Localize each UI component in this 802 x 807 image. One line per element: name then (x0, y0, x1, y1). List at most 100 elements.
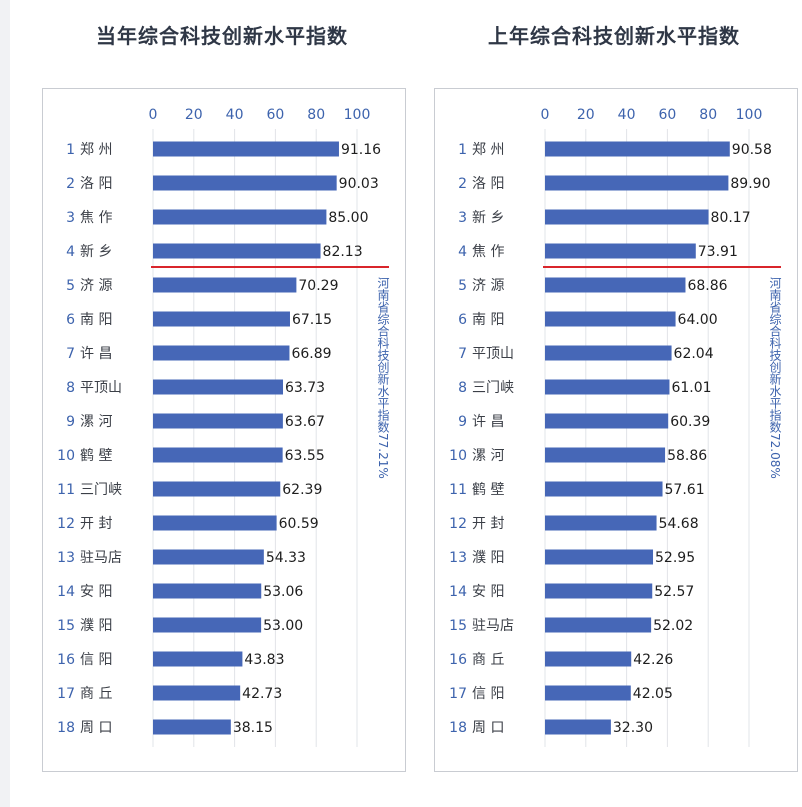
value-label: 68.86 (687, 278, 727, 294)
bar (545, 243, 696, 259)
bar (153, 651, 243, 667)
bar (153, 617, 262, 633)
city-label: 新 乡 (80, 244, 112, 260)
city-label: 许 昌 (472, 414, 504, 430)
value-label: 42.73 (242, 686, 282, 702)
bar (545, 719, 611, 735)
bar (153, 175, 337, 191)
bar (545, 277, 686, 293)
bar (545, 209, 709, 225)
value-label: 82.13 (323, 244, 363, 260)
city-label: 商 丘 (472, 652, 504, 668)
bar (545, 175, 729, 191)
x-tick-label: 0 (541, 107, 550, 123)
value-label: 61.01 (671, 380, 711, 396)
bar (153, 515, 277, 531)
rank-label: 4 (458, 244, 467, 260)
rank-label: 8 (66, 380, 75, 396)
value-label: 42.05 (633, 686, 673, 702)
rank-label: 11 (449, 482, 467, 498)
bar (153, 209, 327, 225)
x-tick-label: 0 (149, 107, 158, 123)
value-label: 60.39 (670, 414, 710, 430)
x-tick-label: 100 (736, 107, 763, 123)
rank-label: 16 (57, 652, 75, 668)
x-tick-label: 40 (226, 107, 244, 123)
value-label: 91.16 (341, 142, 381, 158)
value-label: 64.00 (678, 312, 718, 328)
rank-label: 3 (66, 210, 75, 226)
rank-label: 11 (57, 482, 75, 498)
bar (153, 379, 284, 395)
bar (153, 141, 339, 157)
rank-label: 17 (449, 686, 467, 702)
city-label: 开 封 (80, 516, 112, 532)
rank-label: 17 (57, 686, 75, 702)
city-label: 洛 阳 (80, 176, 112, 192)
value-label: 90.58 (732, 142, 772, 158)
reference-label: 河南省综合科技创新水平指数72.08% (768, 277, 782, 479)
city-label: 三门峡 (80, 482, 122, 498)
value-label: 58.86 (667, 448, 707, 464)
rank-label: 15 (449, 618, 467, 634)
bar (153, 345, 290, 361)
city-label: 商 丘 (80, 686, 112, 702)
value-label: 63.55 (285, 448, 325, 464)
x-tick-label: 80 (699, 107, 717, 123)
bar (545, 583, 653, 599)
rank-label: 4 (66, 244, 75, 260)
city-label: 驻马店 (80, 550, 122, 566)
rank-label: 7 (66, 346, 75, 362)
city-label: 濮 阳 (80, 618, 112, 634)
bar (153, 549, 264, 565)
value-label: 52.57 (654, 584, 694, 600)
x-tick-label: 80 (307, 107, 325, 123)
value-label: 89.90 (730, 176, 770, 192)
rank-label: 3 (458, 210, 467, 226)
rank-label: 2 (66, 176, 75, 192)
city-label: 郑 州 (472, 142, 504, 158)
city-label: 安 阳 (80, 584, 112, 600)
x-tick-label: 20 (577, 107, 595, 123)
rank-label: 16 (449, 652, 467, 668)
bar (153, 685, 241, 701)
reference-label: 河南省综合科技创新水平指数77.21% (376, 277, 390, 479)
city-label: 漯 河 (80, 414, 112, 430)
bar (545, 413, 669, 429)
city-label: 济 源 (472, 278, 504, 294)
rank-label: 12 (449, 516, 467, 532)
rank-label: 5 (66, 278, 75, 294)
bar (153, 311, 290, 327)
city-label: 南 阳 (80, 312, 112, 328)
value-label: 62.39 (282, 482, 322, 498)
value-label: 62.04 (674, 346, 714, 362)
city-label: 平顶山 (472, 346, 514, 362)
bar (545, 515, 657, 531)
bar (153, 277, 297, 293)
value-label: 53.00 (263, 618, 303, 634)
city-label: 开 封 (472, 516, 504, 532)
rank-label: 15 (57, 618, 75, 634)
city-label: 信 阳 (472, 686, 504, 702)
value-label: 42.26 (633, 652, 673, 668)
city-label: 焦 作 (80, 210, 112, 226)
city-label: 洛 阳 (472, 176, 504, 192)
rank-label: 6 (458, 312, 467, 328)
rank-label: 1 (458, 142, 467, 158)
value-label: 63.67 (285, 414, 325, 430)
city-label: 焦 作 (472, 244, 504, 260)
rank-label: 9 (66, 414, 75, 430)
bar (545, 481, 663, 497)
rank-label: 12 (57, 516, 75, 532)
chart-title-previous-year: 上年综合科技创新水平指数 (488, 24, 740, 48)
value-label: 67.15 (292, 312, 332, 328)
rank-label: 14 (449, 584, 467, 600)
bar (545, 447, 666, 463)
city-label: 周 口 (472, 720, 504, 736)
value-label: 52.95 (655, 550, 695, 566)
city-label: 安 阳 (472, 584, 504, 600)
value-label: 38.15 (233, 720, 273, 736)
city-label: 济 源 (80, 278, 112, 294)
x-tick-label: 20 (185, 107, 203, 123)
value-label: 53.06 (263, 584, 303, 600)
